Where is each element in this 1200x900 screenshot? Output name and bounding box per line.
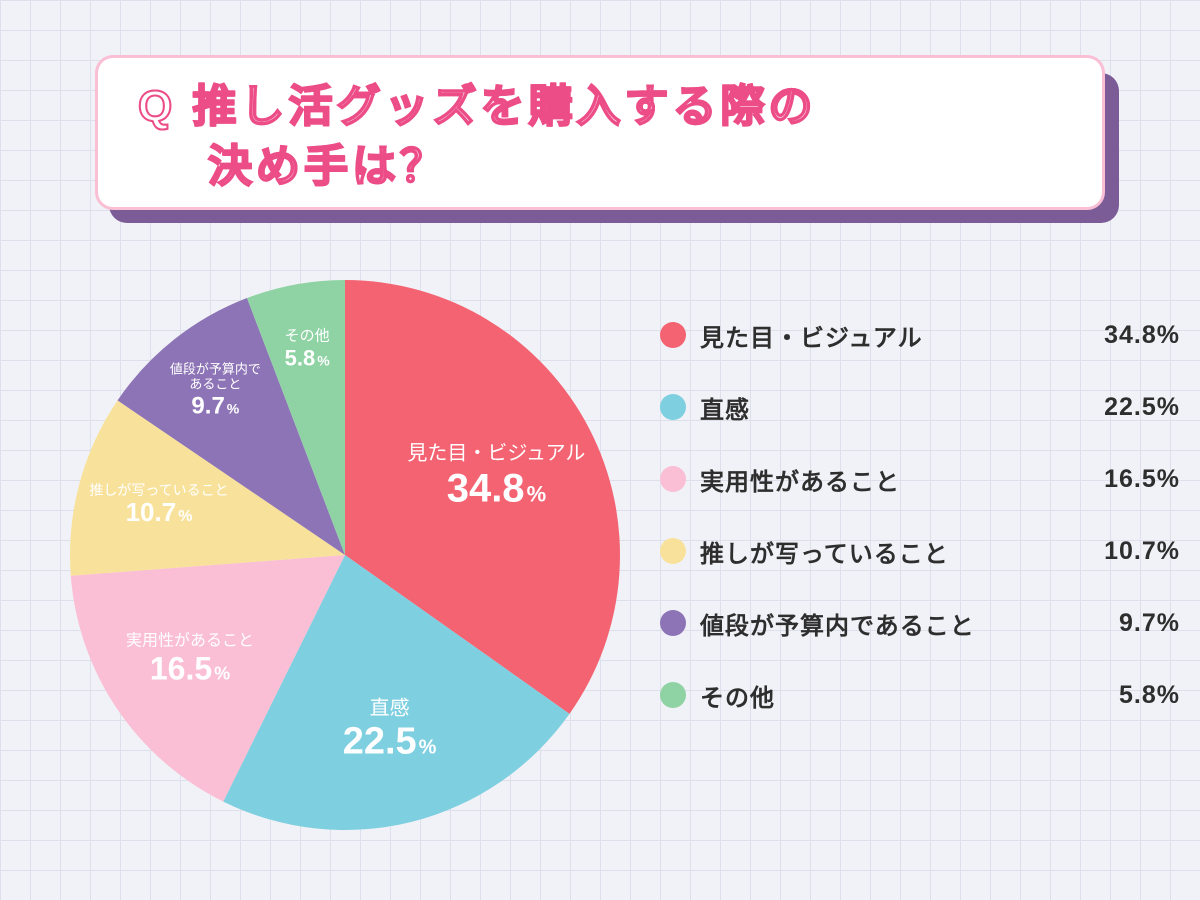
legend-row: 直感22.5% [660,387,1180,427]
legend-label: 値段が予算内であること [700,606,1090,641]
title-line-2: 決め手は？ [138,137,1062,196]
legend: 見た目・ビジュアル34.8% 直感22.5% 実用性があること16.5% 推しが写って… [660,315,1180,747]
legend-label: 直感 [700,390,1090,425]
legend-dot [660,682,686,708]
legend-label: 見た目・ビジュアル [700,318,1090,353]
legend-label: 推しが写っていること [700,534,1090,569]
title-box: Q 推し活グッズを購入する際の 決め手は？ [95,55,1105,210]
legend-dot [660,466,686,492]
legend-value: 9.7% [1090,609,1180,638]
legend-row: 実用性があること16.5% [660,459,1180,499]
legend-dot [660,322,686,348]
legend-dot [660,610,686,636]
legend-label: その他 [700,678,1090,713]
legend-value: 16.5% [1090,465,1180,494]
legend-row: その他5.8% [660,675,1180,715]
legend-label: 実用性があること [700,462,1090,497]
legend-row: 推しが写っていること10.7% [660,531,1180,571]
pie-svg [65,275,625,835]
legend-value: 22.5% [1090,393,1180,422]
legend-dot [660,538,686,564]
title-container: Q 推し活グッズを購入する際の 決め手は？ [95,55,1105,215]
legend-row: 見た目・ビジュアル34.8% [660,315,1180,355]
title-line-1: Q 推し活グッズを購入する際の [138,77,1062,136]
legend-dot [660,394,686,420]
legend-value: 5.8% [1090,681,1180,710]
legend-row: 値段が予算内であること9.7% [660,603,1180,643]
legend-value: 34.8% [1090,321,1180,350]
legend-value: 10.7% [1090,537,1180,566]
pie-chart: 見た目・ビジュアル34.8%直感22.5%実用性があること16.5%推しが写って… [65,275,625,835]
